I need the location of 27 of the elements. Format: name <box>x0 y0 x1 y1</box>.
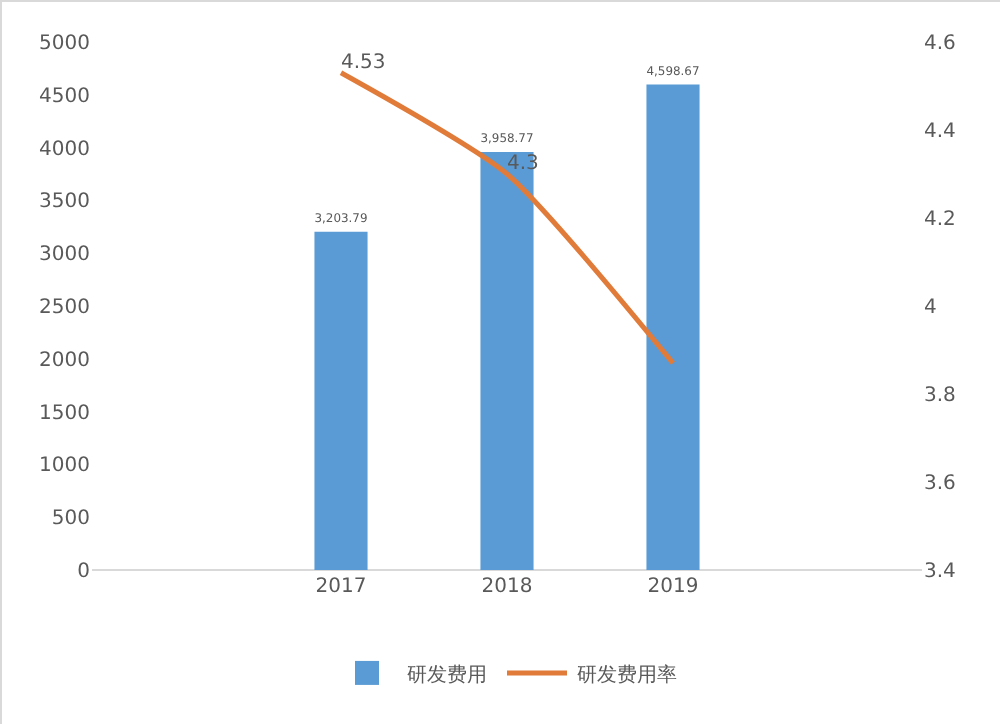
bar <box>480 151 534 570</box>
legend-label: 研发费用率 <box>577 662 677 687</box>
x-tick-label: 2018 <box>481 576 533 598</box>
y-tick-label: 4000 <box>39 138 90 161</box>
y-tick-label: 4500 <box>39 85 90 108</box>
y-tick-label: 2000 <box>39 349 90 372</box>
y2-tick-label: 3.4 <box>924 561 956 583</box>
y-tick-label: 0 <box>77 561 90 583</box>
y-tick-label: 5000 <box>39 33 90 55</box>
y-tick-label: 1500 <box>39 402 90 425</box>
y2-tick-label: 4.4 <box>924 121 956 143</box>
x-tick-label: 2017 <box>315 576 367 598</box>
y-tick-label: 1000 <box>39 455 90 478</box>
x-tick-label: 2019 <box>647 576 699 598</box>
y2-tick-label: 4.2 <box>924 209 956 231</box>
y-tick-label: 2500 <box>39 297 90 319</box>
bar <box>314 231 368 570</box>
bar <box>646 84 700 570</box>
legend-label: 研发费用 <box>407 662 487 687</box>
y2-tick-label: 3.6 <box>924 473 956 495</box>
y2-tick-label: 4 <box>924 297 937 319</box>
y-tick-label: 3000 <box>39 244 90 267</box>
y2-tick-label: 3.8 <box>924 385 956 407</box>
y-tick-label: 3500 <box>39 191 90 214</box>
y-tick-label: 500 <box>51 508 90 531</box>
data-label: 4.53 <box>341 51 386 74</box>
y2-tick-label: 4.6 <box>924 33 956 55</box>
